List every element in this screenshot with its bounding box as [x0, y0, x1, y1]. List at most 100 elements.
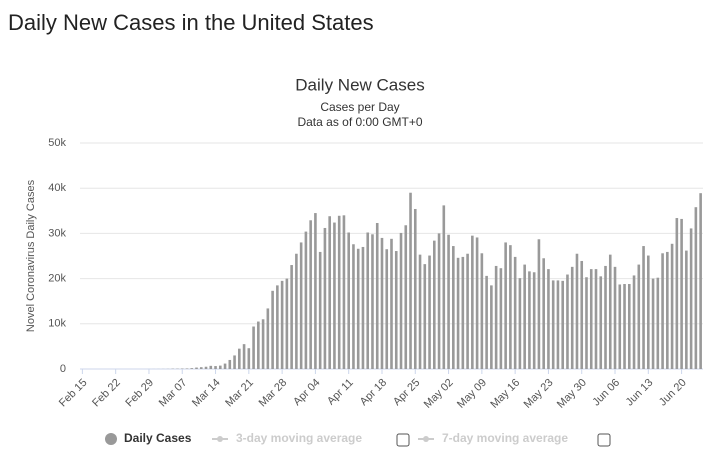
bar	[699, 193, 702, 369]
bar	[413, 208, 417, 369]
x-tick-label: Mar 14	[190, 377, 223, 410]
bar	[280, 280, 284, 369]
bar	[314, 213, 317, 369]
bar	[485, 275, 488, 369]
bar	[518, 278, 522, 369]
bar	[418, 254, 422, 369]
bar	[627, 284, 631, 369]
bar	[561, 280, 565, 369]
bar	[556, 280, 560, 369]
bar	[371, 234, 374, 369]
y-axis-label: Novel Coronavirus Daily Cases	[25, 179, 37, 332]
bar	[380, 237, 384, 369]
chart-title: Daily New Cases	[295, 75, 424, 94]
bar	[499, 268, 503, 369]
bar	[347, 232, 350, 369]
bar	[452, 246, 455, 369]
bar	[480, 253, 484, 369]
legend-checkbox[interactable]	[597, 433, 611, 447]
x-tick-label: May 16	[488, 377, 522, 411]
x-tick-label: Feb 22	[90, 377, 123, 410]
bar	[528, 271, 531, 369]
bar	[551, 280, 555, 369]
bar	[589, 269, 593, 369]
bar	[694, 207, 698, 369]
legend-label: 7-day moving average	[442, 431, 568, 445]
page-heading: Daily New Cases in the United States	[8, 10, 374, 35]
x-tick-label: Apr 11	[325, 377, 356, 408]
bar	[323, 227, 327, 369]
bar	[466, 253, 469, 369]
legend-checkbox[interactable]	[396, 433, 410, 447]
bar	[428, 255, 431, 369]
x-tick-label: Feb 15	[57, 377, 90, 410]
legend-symbol	[217, 436, 223, 442]
bar	[233, 355, 236, 369]
bar	[475, 237, 479, 369]
bar	[513, 256, 517, 369]
bar	[594, 269, 598, 369]
bar	[433, 240, 436, 369]
bar	[290, 265, 293, 369]
bar	[613, 266, 617, 369]
x-tick-label: Apr 04	[291, 377, 322, 408]
bar	[523, 264, 526, 369]
bar	[537, 239, 541, 369]
bar	[228, 359, 232, 369]
bar	[356, 248, 360, 369]
bar	[675, 218, 679, 369]
bar	[328, 216, 331, 369]
bar	[547, 269, 550, 369]
bar	[656, 277, 660, 369]
bar	[199, 367, 203, 369]
bar	[390, 238, 393, 369]
bar	[456, 257, 460, 369]
bar	[261, 319, 265, 369]
bar	[409, 192, 412, 369]
bar	[566, 274, 569, 369]
bar	[366, 232, 370, 369]
legend-symbol	[423, 436, 429, 442]
bar	[204, 366, 208, 369]
x-tick-label: Mar 21	[223, 377, 256, 410]
bar	[504, 242, 507, 369]
bar	[318, 251, 322, 369]
bar	[623, 284, 626, 369]
x-tick-label: Apr 25	[391, 377, 422, 408]
y-tick-label: 20k	[48, 273, 66, 285]
bar	[238, 348, 241, 369]
bar	[352, 244, 355, 369]
bar	[647, 255, 650, 369]
bar	[247, 348, 251, 369]
bar	[404, 225, 408, 369]
x-tick-label: Feb 29	[123, 377, 156, 410]
bar	[257, 321, 260, 369]
bar	[185, 368, 189, 369]
bar	[490, 285, 493, 369]
x-tick-label: Mar 07	[157, 377, 190, 410]
bar	[190, 368, 194, 369]
bar	[223, 363, 227, 369]
bar	[333, 222, 336, 369]
bar	[399, 232, 403, 369]
bar	[666, 251, 669, 369]
bar	[618, 284, 622, 369]
bar	[218, 365, 222, 369]
x-tick-label: Jun 13	[624, 377, 656, 409]
bar	[266, 308, 270, 369]
bar	[437, 233, 441, 369]
y-tick-label: 30k	[48, 227, 66, 239]
x-tick-label: Mar 28	[257, 377, 290, 410]
bar	[242, 344, 246, 369]
legend-symbol	[105, 433, 117, 445]
bar	[542, 258, 545, 369]
bar	[285, 278, 289, 369]
legend-label: Daily Cases	[124, 431, 192, 445]
x-tick-label: May 02	[422, 377, 456, 411]
y-tick-label: 0	[60, 363, 66, 375]
bar	[299, 242, 303, 369]
bar	[604, 265, 607, 369]
bar	[494, 265, 498, 369]
bar	[342, 215, 346, 369]
